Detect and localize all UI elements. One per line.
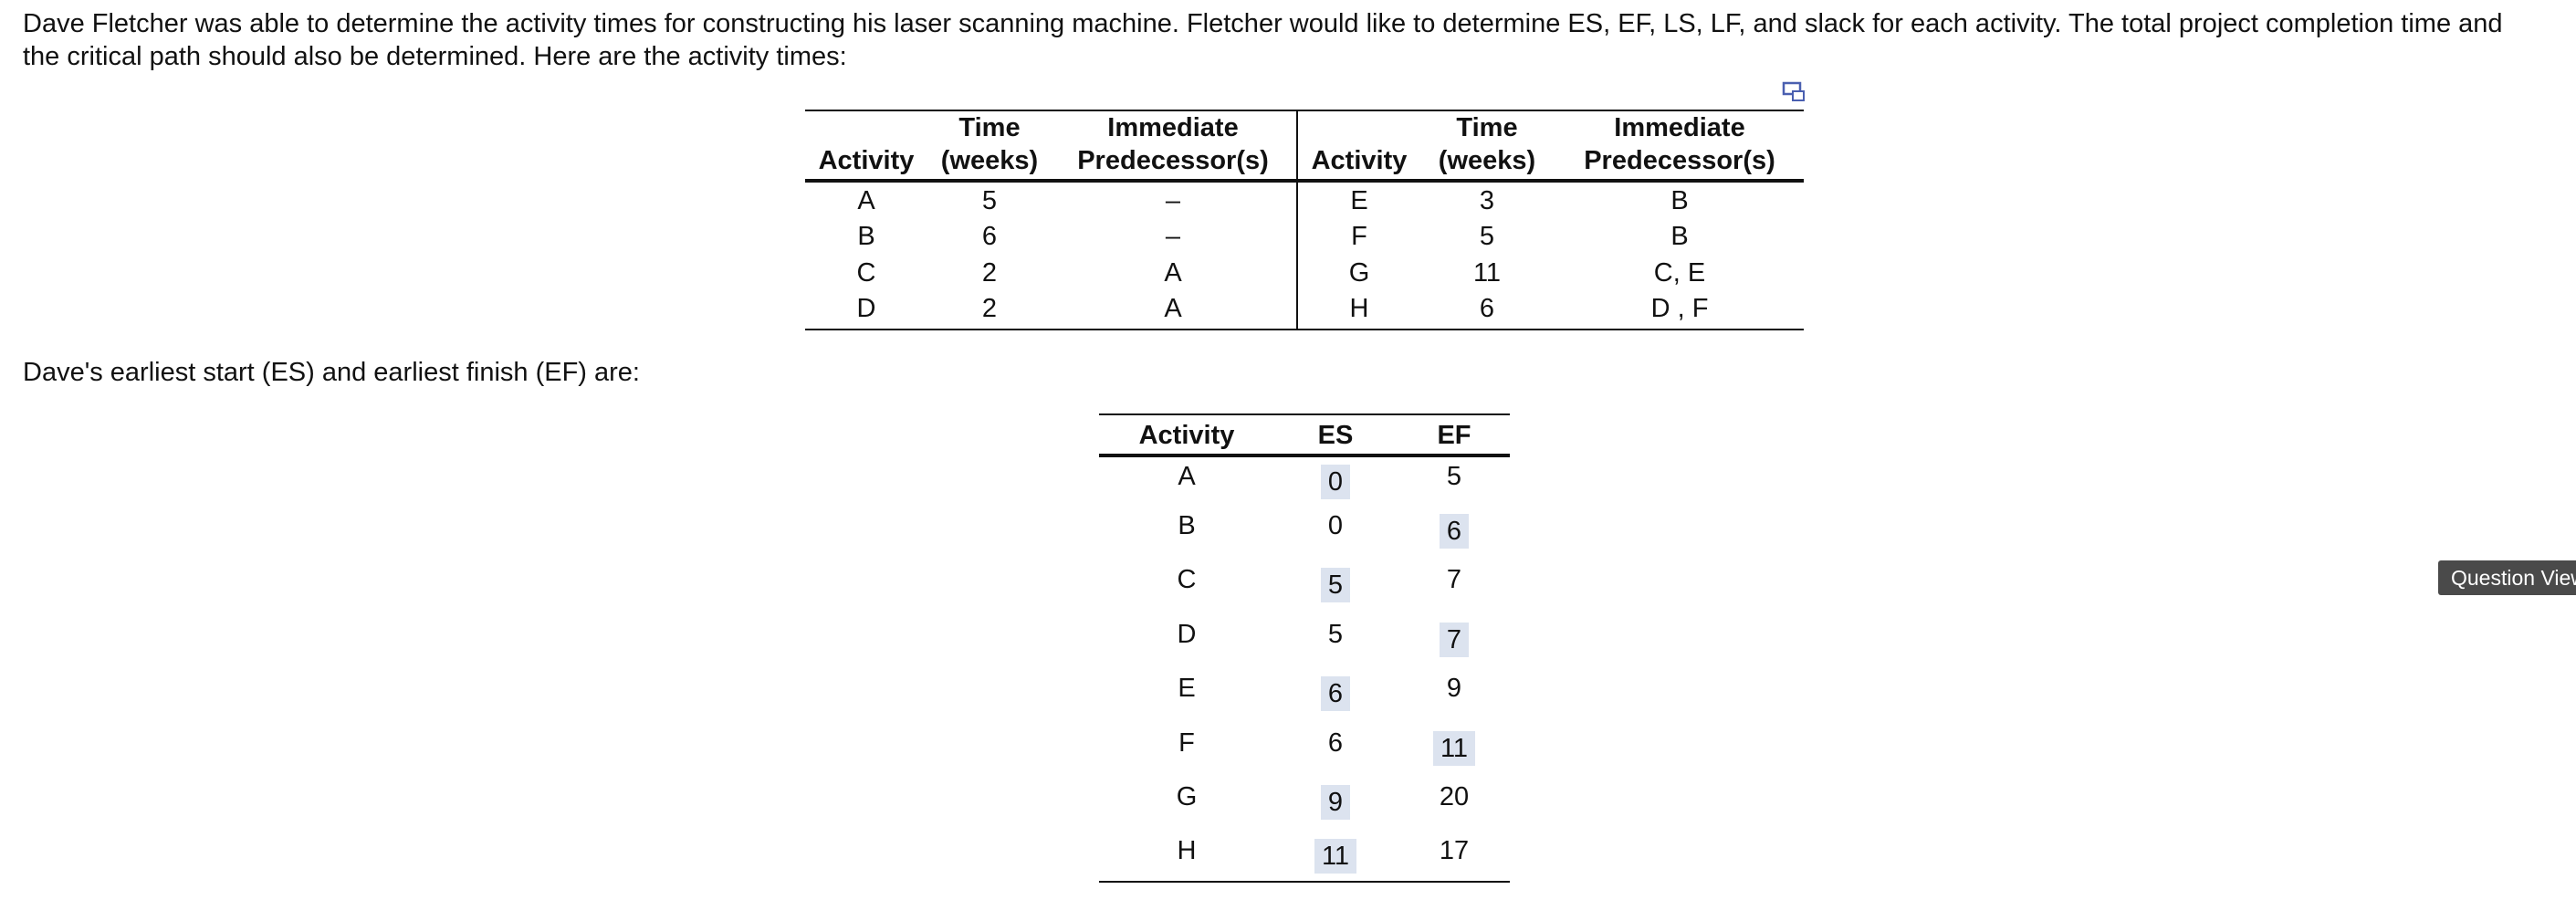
column-header: Activity: [1311, 146, 1408, 175]
table-cell: E: [1178, 674, 1196, 703]
table-cell: –: [1165, 222, 1181, 251]
table-cell: G: [1176, 782, 1198, 811]
answer-field[interactable]: 11: [1432, 731, 1476, 766]
table-cell: H: [1349, 294, 1369, 323]
table-cell: A: [1178, 462, 1196, 491]
table-cell: C, E: [1653, 258, 1706, 288]
column-header: EF: [1437, 421, 1471, 450]
table-cell: A: [857, 186, 875, 215]
table-cell: 7: [1446, 565, 1462, 594]
table-cell: B: [1670, 222, 1689, 251]
table-cell: 0: [1217, 465, 1454, 499]
table-border: [1099, 454, 1510, 457]
table-cell: 7: [1335, 623, 1573, 657]
table-divider: [1296, 110, 1298, 330]
table-cell: F: [1351, 222, 1367, 251]
column-header: ES: [1317, 421, 1354, 450]
expand-icon[interactable]: [1782, 80, 1807, 104]
table-cell: 11: [1335, 731, 1573, 766]
table-cell: 9: [1446, 674, 1462, 703]
table-cell: 5: [1217, 568, 1454, 602]
answer-field[interactable]: 9: [1320, 785, 1351, 820]
table-cell: H: [1177, 836, 1197, 865]
answer-field[interactable]: 6: [1439, 514, 1470, 549]
table-cell: C: [1177, 565, 1197, 594]
table-cell: 6: [981, 222, 998, 251]
table-cell: 3: [1479, 186, 1495, 215]
table-cell: 6: [1327, 728, 1344, 758]
answer-field[interactable]: 5: [1320, 568, 1351, 602]
table-cell: 2: [981, 258, 998, 288]
answer-field[interactable]: 0: [1320, 465, 1351, 499]
table-border: [1099, 413, 1510, 415]
table-cell: D , F: [1650, 294, 1709, 323]
table-cell: 5: [981, 186, 998, 215]
table-cell: 11: [1217, 839, 1454, 874]
table-cell: 17: [1439, 836, 1470, 865]
table-cell: 6: [1217, 676, 1454, 711]
table-cell: 20: [1439, 782, 1470, 811]
table-border: [805, 179, 1804, 183]
table-cell: 6: [1479, 294, 1495, 323]
table-cell: G: [1348, 258, 1370, 288]
table-cell: 2: [981, 294, 998, 323]
column-header: Activity: [818, 146, 915, 175]
table-cell: B: [1670, 186, 1689, 215]
table-cell: A: [1164, 258, 1182, 288]
column-header: Time (weeks): [940, 113, 1039, 175]
table-border: [805, 329, 1804, 330]
column-header: Time (weeks): [1438, 113, 1536, 175]
table-cell: 11: [1472, 258, 1502, 288]
table-cell: B: [857, 222, 875, 251]
table-cell: D: [1177, 620, 1197, 649]
table-cell: A: [1164, 294, 1182, 323]
table-cell: 9: [1217, 785, 1454, 820]
answer-field[interactable]: 11: [1314, 839, 1357, 874]
answer-field[interactable]: 7: [1439, 623, 1470, 657]
table-cell: 6: [1335, 514, 1573, 549]
column-header: Immediate Predecessor(s): [1584, 113, 1775, 175]
table-border: [1099, 881, 1510, 883]
table-border: [805, 110, 1804, 111]
table-cell: 5: [1327, 620, 1344, 649]
table-cell: 0: [1327, 511, 1344, 540]
question-view-button[interactable]: Question View: [2438, 560, 2576, 595]
table-cell: 5: [1446, 462, 1462, 491]
column-header: Activity: [1138, 421, 1235, 450]
table-cell: B: [1178, 511, 1196, 540]
table-cell: D: [856, 294, 876, 323]
table-cell: 5: [1479, 222, 1495, 251]
answer-field[interactable]: 6: [1320, 676, 1351, 711]
intro-text: Dave Fletcher was able to determine the …: [23, 9, 2503, 71]
table-cell: E: [1350, 186, 1368, 215]
table-cell: F: [1178, 728, 1195, 758]
column-header: Immediate Predecessor(s): [1077, 113, 1269, 175]
label-text: Dave's earliest start (ES) and earliest …: [23, 358, 640, 387]
table-cell: C: [856, 258, 876, 288]
table-cell: –: [1165, 186, 1181, 215]
